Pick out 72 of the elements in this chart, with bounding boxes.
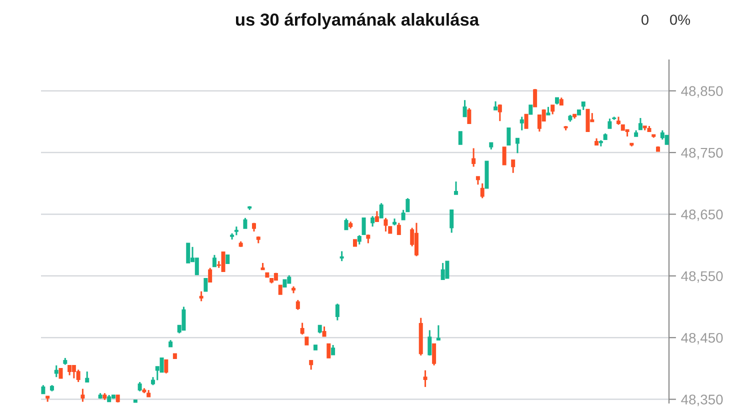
candlestick (182, 306, 186, 331)
y-tick-label: 48,850 (681, 86, 723, 98)
candlestick (379, 202, 384, 219)
candlestick (309, 360, 314, 370)
candlestick (467, 107, 472, 124)
candlestick (472, 147, 476, 168)
candlestick (370, 215, 375, 228)
chart-title: us 30 árfolyamának alakulása (236, 12, 480, 30)
candlestick (331, 344, 336, 356)
candlestick (335, 302, 340, 322)
candlestick (204, 278, 208, 292)
candlestick (362, 218, 366, 236)
candlestick (445, 260, 450, 279)
candlestick (396, 222, 401, 236)
candlestick (638, 117, 642, 130)
candlestick (608, 118, 612, 130)
candlestick (357, 234, 362, 246)
candlestick (138, 381, 142, 392)
candlestick (480, 182, 484, 199)
candlestick (428, 329, 432, 356)
candlestick (406, 197, 410, 213)
candlestick (462, 99, 467, 118)
candlestick (506, 127, 511, 146)
candlestick (340, 250, 344, 262)
candlestick (384, 217, 388, 232)
candlestick (344, 218, 348, 230)
candlestick (524, 114, 528, 129)
candlestick (208, 267, 212, 283)
candlestick (458, 131, 462, 145)
candlestick (498, 104, 502, 122)
candlestick (511, 159, 516, 174)
candlestick (533, 88, 538, 108)
candlestick (520, 116, 524, 132)
candlestick (160, 358, 164, 373)
candlestick (414, 222, 418, 257)
candlestick (374, 210, 379, 222)
candlestick (278, 284, 282, 295)
candlestick (436, 324, 440, 341)
text: 0 (642, 14, 648, 25)
y-tick-label: 48,350 (681, 394, 723, 406)
candlestick (586, 108, 590, 132)
candlestick (58, 368, 63, 379)
candlestick (194, 258, 199, 276)
candlestick (85, 370, 90, 383)
candlestick (454, 180, 458, 196)
candlestick (432, 343, 436, 366)
candlestick (186, 242, 190, 264)
candlestick (296, 299, 300, 311)
y-tick-label: 48,650 (681, 210, 723, 222)
candlestick (423, 370, 428, 388)
candlestick (502, 146, 506, 166)
y-tick-label: 48,750 (681, 148, 723, 160)
candlestick (199, 290, 204, 302)
candlestick (664, 134, 669, 145)
text: 0% (670, 14, 690, 25)
candlestick (76, 368, 80, 383)
candlestick (54, 364, 58, 378)
candlestick (68, 364, 72, 376)
candlestick (326, 343, 331, 358)
y-tick-label: 48,550 (681, 271, 723, 283)
y-tick-label: 48,450 (681, 332, 723, 344)
candlestick (528, 104, 533, 115)
candlestick (243, 217, 248, 230)
candlestick (164, 359, 168, 374)
candlestick (515, 138, 520, 154)
candlestick (450, 209, 454, 234)
candlestick (550, 104, 555, 116)
candlestick (322, 326, 326, 338)
candlestick (212, 254, 216, 268)
candlestick (300, 322, 304, 336)
candlestick (440, 262, 445, 280)
candlestick (80, 388, 85, 403)
